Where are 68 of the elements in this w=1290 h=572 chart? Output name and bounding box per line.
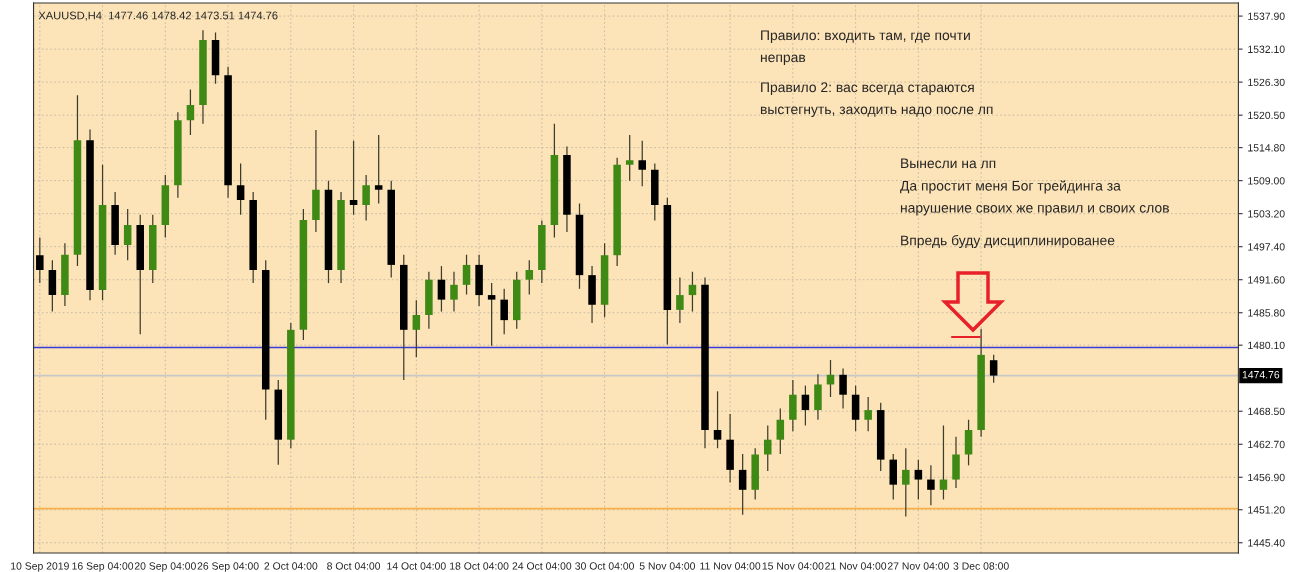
y-tick-label: 1532.10 [1248, 45, 1285, 53]
candlestick [864, 396, 872, 432]
annotation: Правило: входить там, где почти неправ [760, 30, 970, 65]
candlestick [625, 134, 634, 182]
annotation: Впредь буду дисциплинированее [901, 235, 1115, 249]
text: XAUUSD,H4 1477.46 1478.42 1473.51 1474.76 [38, 11, 278, 21]
x-tick-label: 10 Sep 2019 [11, 562, 69, 572]
candlestick [763, 424, 772, 472]
y-tick-label: 1462.70 [1248, 440, 1285, 449]
candlestick [801, 384, 810, 427]
x-tick-label: 18 Oct 04:00 [450, 562, 509, 570]
candlestick [450, 271, 458, 313]
x-tick-label: 14 Oct 04:00 [387, 562, 446, 570]
y-tick-label: 1497.40 [1248, 243, 1285, 251]
candlestick [688, 271, 697, 313]
candlestick [525, 259, 534, 296]
x-tick-label: 20 Sep 04:00 [134, 562, 196, 572]
candlestick [902, 447, 910, 518]
y-tick-label: 1456.90 [1248, 473, 1285, 482]
annotation: Вынесли на лп Да простит меня Бог трейдинга за нарушение своих же правил и своих слов [900, 158, 1169, 216]
x-tick-label: 30 Oct 04:00 [575, 562, 635, 570]
candlestick [374, 134, 383, 205]
x-tick-label: 27 Nov 04:00 [887, 562, 949, 570]
candlestick [927, 464, 935, 506]
x-tick-label: 5 Nov 04:00 [639, 562, 696, 570]
candlestick [713, 390, 722, 449]
candlestick [437, 265, 446, 313]
candlestick [412, 299, 421, 358]
candlestick [500, 288, 508, 335]
x-tick-label: 21 Nov 04:00 [825, 562, 887, 570]
y-tick-label: 1514.80 [1248, 144, 1285, 152]
x-tick-label: 15 Nov 04:00 [762, 562, 824, 570]
y-tick-label: 1491.60 [1248, 276, 1285, 284]
y-tick-label: 1520.50 [1248, 111, 1285, 120]
x-tick-label: 2 Oct 04:00 [264, 562, 318, 570]
y-tick-label: 1537.90 [1248, 12, 1285, 20]
y-tick-label: 1526.30 [1248, 78, 1285, 87]
candlestick [362, 174, 370, 222]
x-tick-label: 8 Oct 04:00 [327, 562, 381, 570]
x-tick-label: 11 Nov 04:00 [700, 562, 761, 570]
candlestick [939, 424, 948, 501]
candlestick [738, 453, 747, 516]
candlestick [186, 88, 195, 136]
x-tick-label: 16 Sep 04:00 [72, 562, 134, 572]
y-tick-label: 1468.50 [1248, 407, 1285, 416]
candlestick [36, 236, 44, 284]
candlestick [839, 367, 847, 410]
candlestick [638, 140, 647, 187]
x-tick-label: 3 Dec 08:00 [953, 562, 1009, 570]
candlestick [462, 254, 471, 296]
annotation: Правило 2: вас всегда стараются выстегнуть, заходить надо после лп [760, 82, 993, 117]
candlestick [914, 459, 923, 501]
ref-line-label: 1474.76 [1242, 371, 1280, 379]
y-tick-label: 1451.20 [1248, 506, 1285, 514]
candlestick [123, 208, 132, 261]
x-tick-label: 24 Oct 04:00 [512, 562, 572, 570]
candlestick [349, 140, 358, 216]
y-tick-label: 1509.00 [1248, 177, 1285, 185]
candlestick [989, 354, 998, 384]
x-tick-label: 26 Sep 04:00 [197, 562, 259, 572]
candlestick [236, 162, 245, 216]
candlestick [487, 282, 496, 347]
y-tick-label: 1485.80 [1248, 309, 1285, 317]
y-tick-label: 1445.40 [1248, 539, 1285, 547]
y-tick-label: 1480.10 [1248, 341, 1285, 350]
y-tick-label: 1503.20 [1248, 210, 1285, 218]
candlestick [776, 407, 785, 455]
candlestick [676, 276, 684, 324]
